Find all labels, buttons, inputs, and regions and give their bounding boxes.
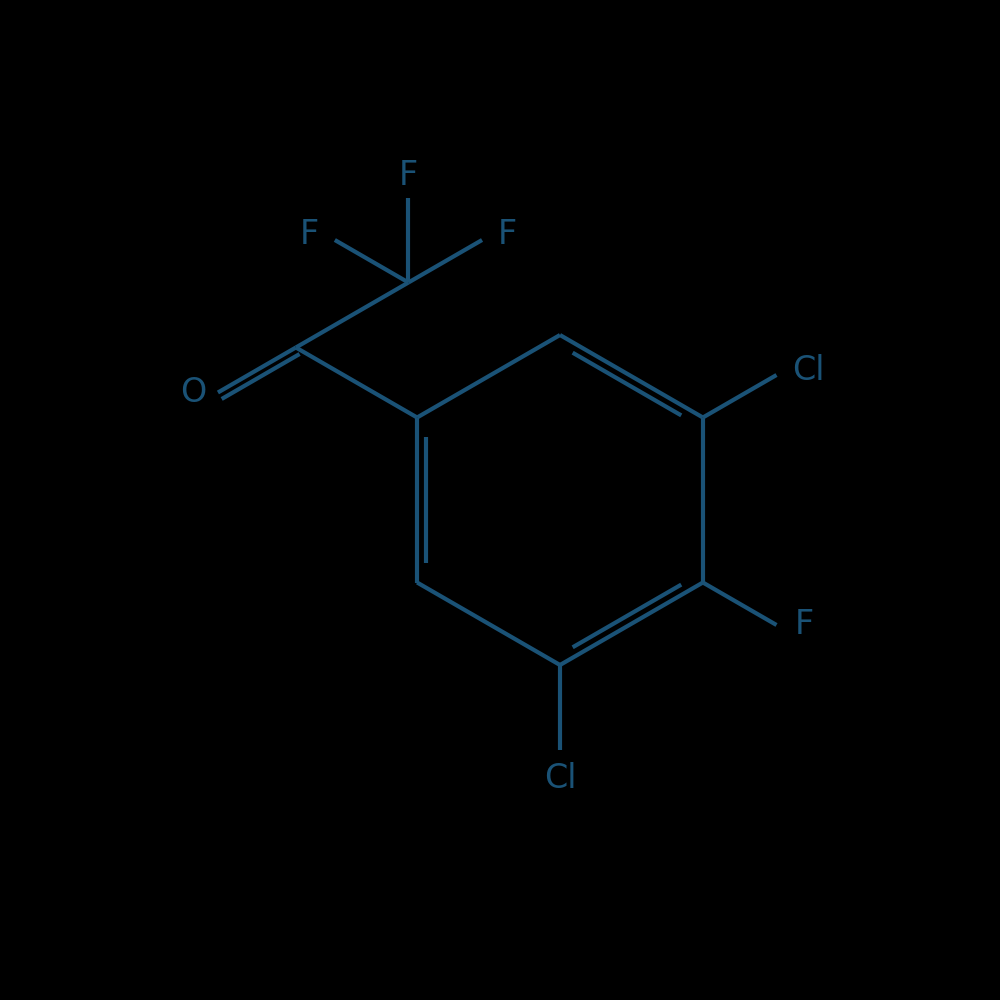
Text: Cl: Cl: [792, 354, 825, 386]
Text: F: F: [399, 159, 418, 192]
Text: Cl: Cl: [544, 762, 576, 794]
Text: F: F: [497, 219, 517, 251]
Text: F: F: [795, 608, 814, 642]
Text: F: F: [300, 219, 319, 251]
Text: O: O: [180, 376, 206, 409]
